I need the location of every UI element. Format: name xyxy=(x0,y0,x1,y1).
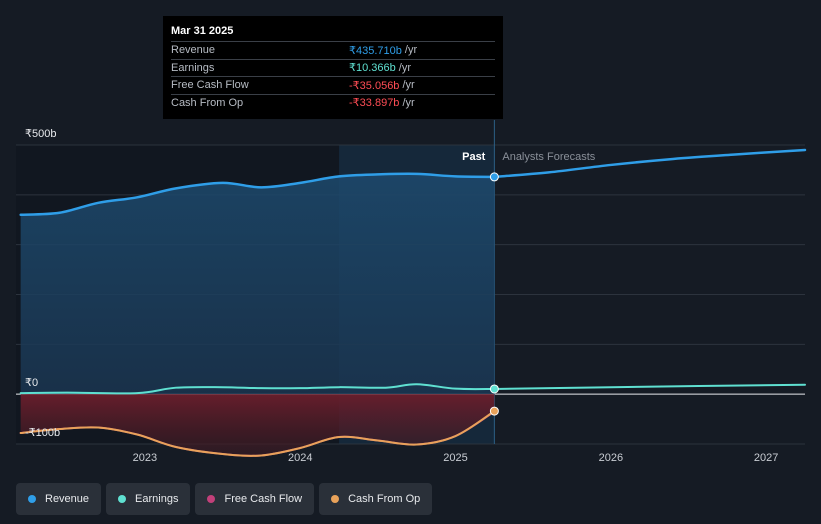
tooltip-date: Mar 31 2025 xyxy=(171,25,234,37)
revenue-line xyxy=(19,172,496,217)
tooltip-label: Earnings xyxy=(171,61,215,74)
free-cash-flow-area xyxy=(20,394,495,456)
tooltip-value: ₹10.366b xyxy=(349,62,396,75)
revenue-forecast-line xyxy=(493,148,807,179)
tooltip-row-cash-from-op: Cash From Op -₹33.897b /yr xyxy=(171,93,495,112)
legend-label: Earnings xyxy=(135,493,179,505)
legend-label: Cash From Op xyxy=(348,493,421,505)
marker-revenue xyxy=(489,172,499,182)
marker-cash-from-op xyxy=(489,406,499,416)
legend-item-earnings[interactable]: Earnings xyxy=(106,483,191,515)
legend-dot-icon xyxy=(207,495,216,503)
tooltip-value: -₹35.056b xyxy=(349,79,400,92)
tooltip-label: Cash From Op xyxy=(171,96,244,109)
legend-item-cash-from-op[interactable]: Cash From Op xyxy=(319,483,433,515)
cash-from-op-line xyxy=(19,410,496,457)
tooltip-unit: /yr xyxy=(398,61,411,74)
x-tick-label: 2025 xyxy=(443,452,467,464)
legend-label: Revenue xyxy=(45,493,90,505)
tooltip: Mar 31 2025 Revenue ₹435.710b /yr Earnin… xyxy=(163,16,503,119)
tooltip-value: ₹435.710b xyxy=(349,44,402,57)
legend-item-revenue[interactable]: Revenue xyxy=(16,483,102,515)
tooltip-row-earnings: Earnings ₹10.366b /yr xyxy=(171,58,495,77)
tooltip-unit: /yr xyxy=(404,44,418,57)
marker-earnings xyxy=(489,384,499,394)
y-tick-label: ₹0 xyxy=(25,377,38,389)
revenue-area xyxy=(20,173,495,395)
forecast-label: Analysts Forecasts xyxy=(502,151,595,163)
tooltip-unit: /yr xyxy=(402,79,415,92)
y-tick-label: ₹500b xyxy=(25,128,56,140)
tooltip-unit: /yr xyxy=(402,96,415,109)
tooltip-row-revenue: Revenue ₹435.710b /yr xyxy=(171,41,495,59)
legend-dot-icon xyxy=(118,495,127,503)
legend: Revenue Earnings Free Cash Flow Cash Fro… xyxy=(16,483,437,515)
past-label: Past xyxy=(462,151,486,163)
x-tick-label: 2023 xyxy=(133,452,157,464)
legend-dot-icon xyxy=(331,495,340,503)
tooltip-label: Free Cash Flow xyxy=(171,79,249,92)
tooltip-value: -₹33.897b xyxy=(349,97,400,110)
legend-item-free-cash-flow[interactable]: Free Cash Flow xyxy=(195,483,315,515)
x-tick-label: 2024 xyxy=(288,452,312,464)
legend-label: Free Cash Flow xyxy=(224,493,303,505)
x-tick-label: 2026 xyxy=(599,452,623,464)
x-tick-label: 2027 xyxy=(754,452,778,464)
y-tick-label: -₹100b xyxy=(25,427,60,439)
legend-dot-icon xyxy=(28,495,36,503)
earnings-line xyxy=(19,383,496,395)
earnings-forecast-line xyxy=(493,383,806,390)
tooltip-row-free-cash-flow: Free Cash Flow -₹35.056b /yr xyxy=(171,76,495,94)
tooltip-label: Revenue xyxy=(171,44,216,57)
